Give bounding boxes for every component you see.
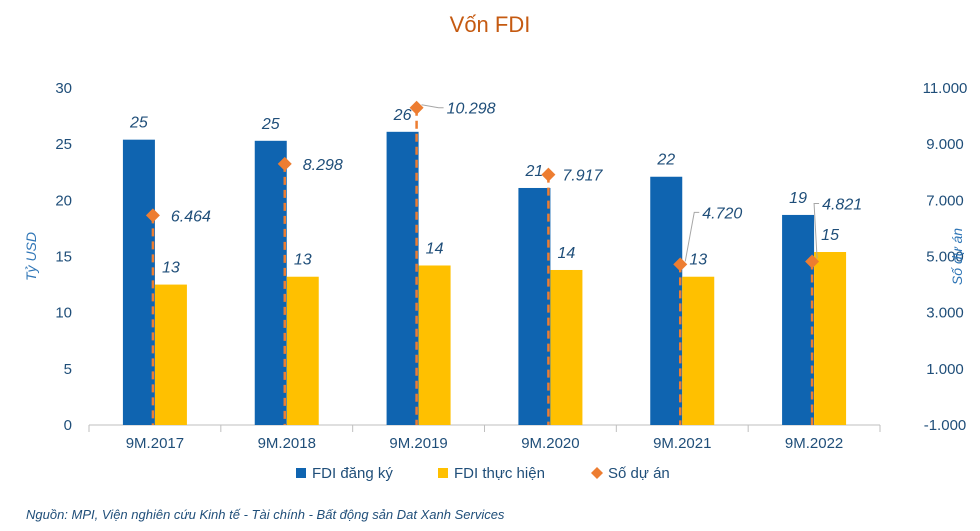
bar-data-label: 13 xyxy=(162,260,180,277)
project-count-marker xyxy=(277,156,292,171)
bar-fdi-thuc-hien xyxy=(286,276,319,425)
axes: 0 5 10 15 20 25 30 -1.000 1.000 3.000 5.000 7.000 9.… xyxy=(23,80,967,452)
source-note: Nguồn: MPI, Viện nghiên cứu Kinh tế - Tà… xyxy=(26,507,505,522)
y-right-tick-label: 11.000 xyxy=(923,80,968,97)
bar-data-label: 21 xyxy=(525,163,544,180)
bar-fdi-dang-ky xyxy=(122,139,155,425)
legend-swatch xyxy=(296,468,306,478)
x-category-label: 9M.2019 xyxy=(389,435,447,452)
project-count-marker xyxy=(805,254,820,269)
legend-label: FDI thực hiện xyxy=(454,465,545,482)
y-right-tick-label: 7.000 xyxy=(926,192,964,209)
bar-fdi-thuc-hien xyxy=(814,252,847,425)
bar-data-label: 14 xyxy=(558,245,576,262)
project-count-leader-line xyxy=(684,211,700,262)
chart-title: Vốn FDI xyxy=(450,12,531,37)
bar-fdi-dang-ky xyxy=(386,131,419,425)
legend-label: FDI đăng ký xyxy=(312,465,393,482)
x-category-label: 9M.2020 xyxy=(521,435,579,452)
bar-fdi-dang-ky xyxy=(650,176,683,425)
y-right-axis-title: Số dự án xyxy=(949,228,965,285)
project-count-data-label: 10.298 xyxy=(447,101,496,118)
project-count-marker xyxy=(673,257,688,272)
project-count-leader-line xyxy=(421,104,444,109)
y-right-tick-label: 9.000 xyxy=(926,136,964,153)
y-right-tick-label: -1.000 xyxy=(924,417,967,434)
y-left-tick-label: 25 xyxy=(55,136,72,153)
project-count-leader-line xyxy=(813,203,820,259)
bar-data-label: 25 xyxy=(261,116,280,133)
bar-fdi-dang-ky xyxy=(518,187,551,425)
bar-fdi-dang-ky xyxy=(782,214,815,425)
bar-data-label: 19 xyxy=(789,190,807,207)
bar-fdi-thuc-hien xyxy=(682,276,715,425)
project-count-marker xyxy=(145,208,160,223)
y-right-tick-label: 3.000 xyxy=(926,305,964,322)
bar-data-label: 22 xyxy=(656,152,675,169)
bar-fdi-thuc-hien xyxy=(418,265,451,425)
project-count-marker xyxy=(541,167,556,182)
y-left-tick-label: 20 xyxy=(55,192,72,209)
legend-swatch xyxy=(438,468,448,478)
bar-data-label: 25 xyxy=(129,115,148,132)
bar-data-label: 13 xyxy=(689,252,707,269)
project-count-data-label: 7.917 xyxy=(562,168,603,185)
y-right-tick-label: 5.000 xyxy=(926,249,964,266)
legend-swatch xyxy=(591,467,603,479)
project-count-data-label: 8.298 xyxy=(303,157,343,174)
y-left-tick-label: 15 xyxy=(55,249,72,266)
bar-data-label: 26 xyxy=(393,107,412,124)
y-left-axis-title: Tỷ USD xyxy=(23,232,39,281)
x-category-label: 9M.2021 xyxy=(653,435,711,452)
bar-fdi-dang-ky xyxy=(254,140,287,425)
chart-marks: 25 13 6.464 25 13 8.298 26 14 10.298 21 14 7.917 22 1… xyxy=(122,100,862,425)
bar-data-label: 14 xyxy=(426,240,444,257)
bar-data-label: 15 xyxy=(821,227,839,244)
project-count-data-label: 4.821 xyxy=(822,197,862,214)
x-category-label: 9M.2022 xyxy=(785,435,843,452)
legend: FDI đăng ký FDI thực hiện Số dự án xyxy=(296,465,670,482)
project-count-data-label: 6.464 xyxy=(171,208,211,225)
bar-data-label: 13 xyxy=(294,252,312,269)
y-left-tick-label: 5 xyxy=(64,361,72,378)
y-right-tick-label: 1.000 xyxy=(926,361,964,378)
x-category-label: 9M.2018 xyxy=(258,435,316,452)
project-count-data-label: 4.720 xyxy=(702,205,742,222)
y-left-tick-label: 30 xyxy=(55,80,72,97)
bar-fdi-thuc-hien xyxy=(550,269,583,425)
project-count-marker xyxy=(409,100,424,115)
y-left-tick-label: 10 xyxy=(55,305,72,322)
legend-label: Số dự án xyxy=(608,465,670,482)
bar-fdi-thuc-hien xyxy=(154,284,187,425)
y-left-tick-label: 0 xyxy=(64,417,72,434)
x-category-label: 9M.2017 xyxy=(126,435,184,452)
